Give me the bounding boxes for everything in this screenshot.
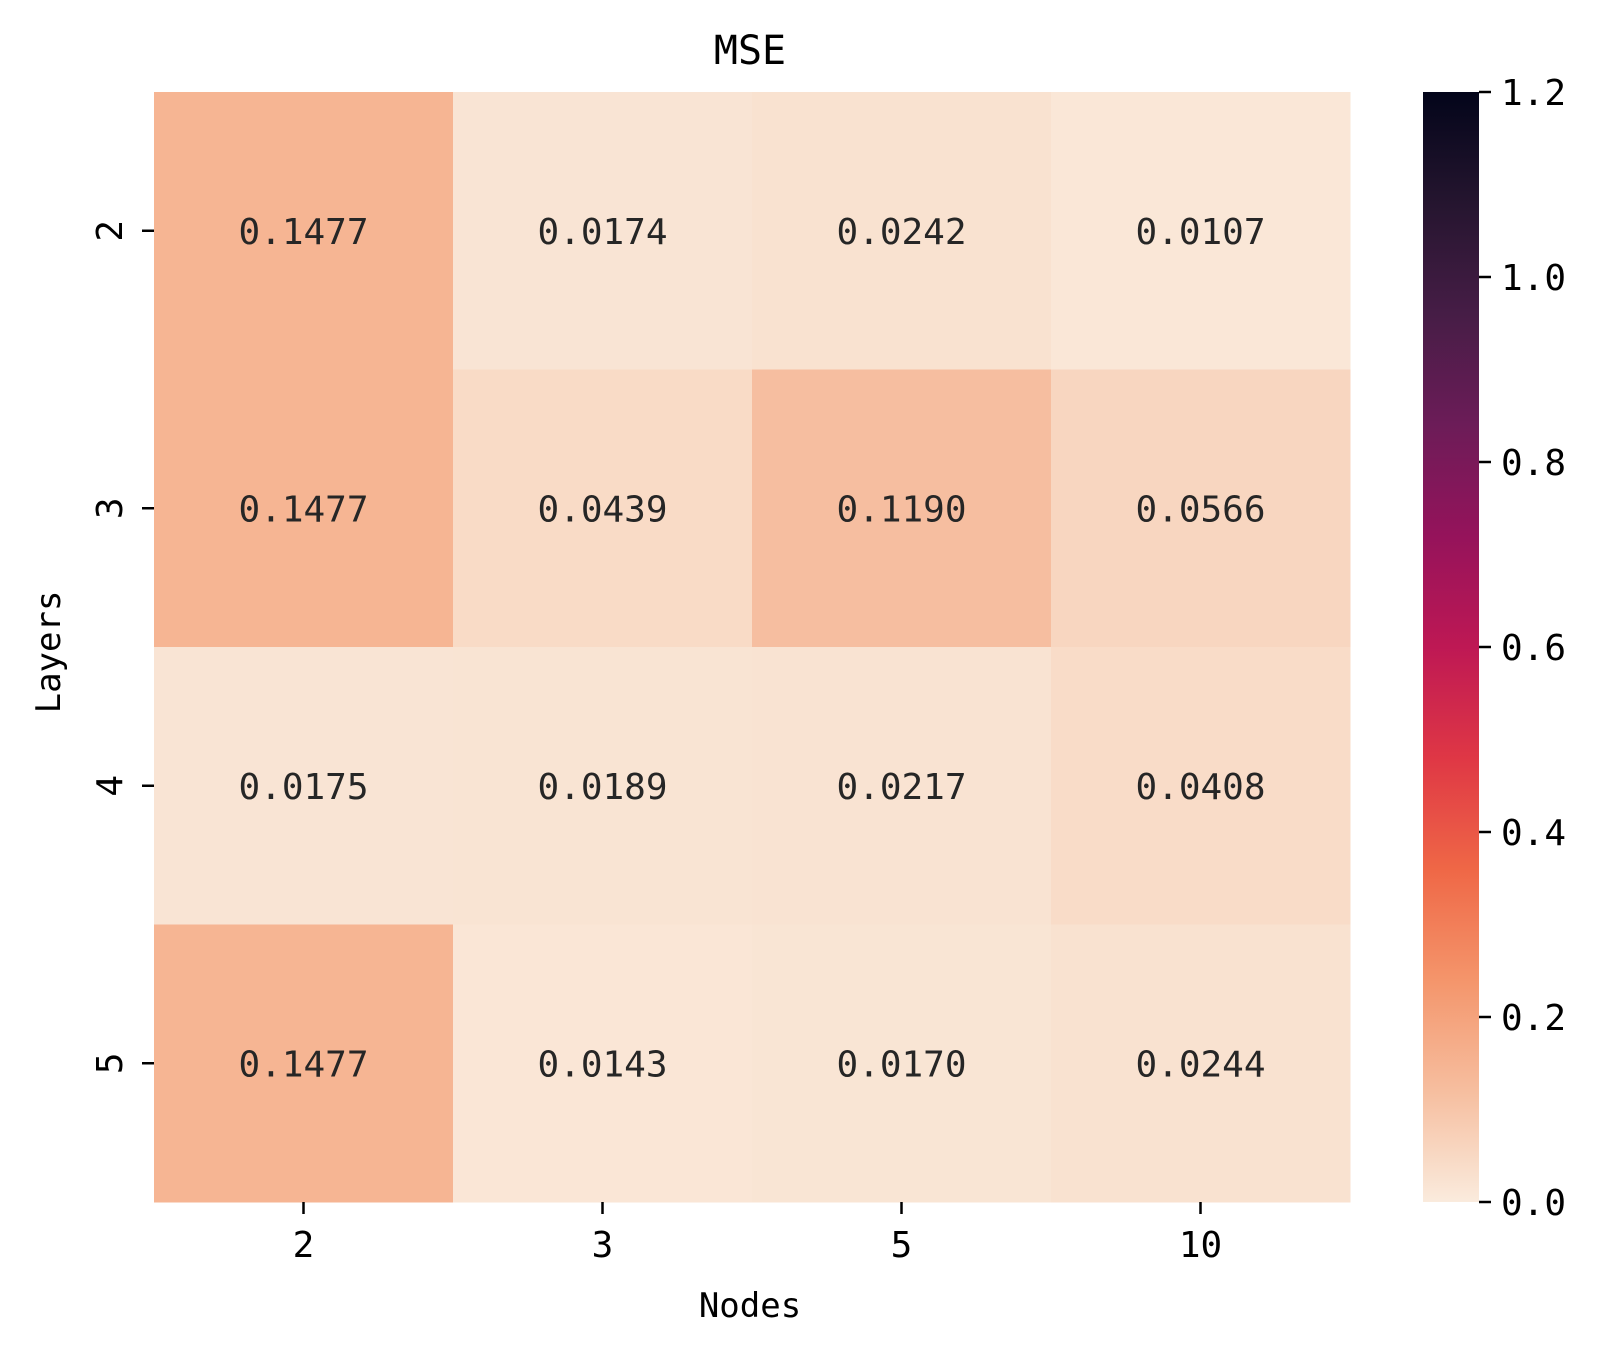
chart-title: MSE: [714, 28, 786, 74]
y-tick-label: 4: [90, 775, 131, 797]
heatmap-cell-label: 0.0170: [836, 1044, 966, 1085]
heatmap-cell: [1051, 92, 1351, 370]
y-tick-label: 2: [90, 220, 131, 242]
y-axis-label: Layers: [29, 591, 69, 714]
colorbar-tick-label: 0.6: [1501, 628, 1566, 669]
heatmap-cell-label: 0.0174: [537, 212, 667, 253]
heatmap-cell: [453, 924, 753, 1203]
heatmap-cell: [752, 369, 1052, 648]
heatmap-cell-label: 0.0189: [537, 767, 667, 808]
heatmap-cell: [453, 92, 753, 370]
heatmap-cell: [1051, 924, 1351, 1203]
y-tick-label: 3: [90, 497, 131, 519]
x-axis: 2 3 5 10: [293, 1202, 1222, 1266]
x-axis-label: Nodes: [699, 1286, 801, 1326]
heatmap-cell: [752, 647, 1052, 925]
heatmap-cell: [154, 92, 454, 370]
heatmap-cell-label: 0.1477: [238, 489, 368, 530]
heatmap-cell-label: 0.1190: [836, 489, 966, 530]
heatmap-cell-labels: 0.1477 0.0174 0.0242 0.0107 0.1477 0.0439 0.11…: [238, 212, 1265, 1086]
heatmap-cell: [752, 92, 1052, 370]
colorbar-tick-label: 0.0: [1501, 1183, 1566, 1224]
heatmap-cell-label: 0.0143: [537, 1044, 667, 1085]
colorbar-tick-label: 1.2: [1501, 73, 1566, 114]
heatmap-cell: [453, 369, 753, 648]
heatmap-cell-label: 0.1477: [238, 212, 368, 253]
colorbar: [1423, 92, 1479, 1202]
heatmap-cell-label: 0.0408: [1135, 767, 1265, 808]
colorbar-tick-label: 0.8: [1501, 443, 1566, 484]
heatmap-cell-label: 0.0175: [238, 767, 368, 808]
heatmap-cell: [453, 647, 753, 925]
x-tick-label: 10: [1179, 1225, 1222, 1266]
heatmap-cell-label: 0.0242: [836, 212, 966, 253]
heatmap-cell: [752, 924, 1052, 1203]
heatmap-cell-label: 0.0439: [537, 489, 667, 530]
x-tick-label: 2: [293, 1225, 315, 1266]
colorbar-tick-label: 0.4: [1501, 813, 1566, 854]
colorbar-axis: 0.0 0.2 0.4 0.6 0.8 1.0 1.2: [1479, 73, 1566, 1224]
heatmap-cell: [154, 647, 454, 925]
heatmap-cells: [154, 92, 1351, 1203]
heatmap-cell: [154, 369, 454, 648]
y-axis: 2 3 4 5: [90, 220, 154, 1074]
heatmap-cell-label: 0.0244: [1135, 1044, 1265, 1085]
heatmap-cell: [1051, 369, 1351, 648]
heatmap-cell-label: 0.0107: [1135, 212, 1265, 253]
x-tick-label: 3: [592, 1225, 614, 1266]
heatmap-cell: [1051, 647, 1351, 925]
heatmap-cell-label: 0.0566: [1135, 489, 1265, 530]
y-tick-label: 5: [90, 1052, 131, 1074]
heatmap-cell-label: 0.0217: [836, 767, 966, 808]
colorbar-tick-label: 1.0: [1501, 258, 1566, 299]
x-tick-label: 5: [891, 1225, 913, 1266]
heatmap-cell: [154, 924, 454, 1203]
heatmap-cell-label: 0.1477: [238, 1044, 368, 1085]
colorbar-tick-label: 0.2: [1501, 998, 1566, 1039]
